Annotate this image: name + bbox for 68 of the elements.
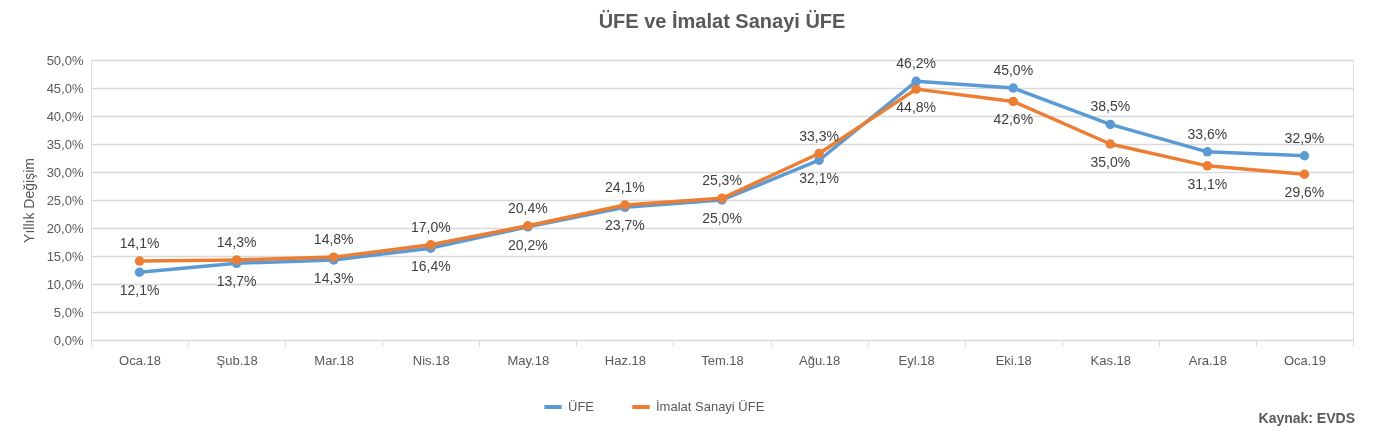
x-tick-label: Oca.19	[1284, 352, 1326, 368]
data-label: 12,1%	[119, 282, 160, 299]
data-label: 35,0%	[1090, 154, 1131, 170]
legend-label: ÜFE	[568, 399, 595, 414]
point	[814, 148, 824, 159]
x-tick-label: Oca.18	[119, 352, 161, 368]
data-label: 13,7%	[216, 273, 257, 290]
text: Kaynak: EVDS	[1258, 410, 1355, 426]
data-label: 23,7%	[605, 217, 645, 234]
data-label: 16,4%	[410, 258, 451, 275]
y-tick-label: 35,0%	[46, 136, 84, 152]
point	[1202, 147, 1213, 157]
point	[1008, 83, 1018, 93]
y-tick-label: 45,0%	[46, 80, 84, 96]
data-label: 38,5%	[1090, 98, 1131, 115]
data-label: 29,6%	[1284, 184, 1325, 201]
chart-title: ÜFE ve İmalat Sanayi ÜFE	[598, 10, 846, 32]
data-label: 14,3%	[313, 269, 354, 286]
data-label: 33,3%	[799, 127, 839, 144]
data-label: 45,0%	[993, 62, 1034, 78]
point	[134, 256, 145, 266]
point	[1105, 119, 1116, 130]
data-label: 46,2%	[896, 55, 937, 72]
data-label: 14,3%	[216, 233, 257, 250]
point	[1299, 151, 1310, 161]
y-tick-label: 5,0%	[53, 304, 84, 320]
y-tick-label: 30,0%	[46, 164, 84, 180]
point	[911, 76, 921, 87]
data-label: 20,4%	[507, 199, 548, 216]
x-tick-label: Nis.18	[412, 352, 450, 368]
x-tick-label: Kas.18	[1090, 352, 1132, 368]
y-tick-label: 10,0%	[46, 276, 84, 292]
data-label: 25,3%	[702, 172, 742, 189]
point	[1299, 169, 1310, 179]
data-label: 24,1%	[605, 179, 645, 196]
x-tick-label: Tem.18	[701, 352, 744, 368]
y-tick-label: 40,0%	[46, 108, 84, 124]
x-tick-label: Haz.18	[604, 352, 647, 368]
data-label: 31,1%	[1187, 175, 1228, 192]
x-tick-label: Eyl.18	[898, 352, 935, 368]
point	[1202, 161, 1213, 171]
y-tick-label: 25,0%	[46, 192, 84, 208]
point	[134, 267, 145, 277]
point	[1008, 96, 1018, 107]
point	[1105, 139, 1116, 149]
y-tick-label: 50,0%	[46, 52, 84, 68]
x-tick-label: Eki.18	[995, 352, 1032, 368]
x-tick-label: Ağu.18	[798, 352, 841, 368]
x-tick-label: Şub.18	[216, 352, 258, 368]
y-tick-label: 15,0%	[46, 248, 84, 264]
y-tick-label: 20,0%	[46, 220, 84, 236]
data-label: 17,0%	[410, 218, 451, 235]
y-axis-title: Yıllık Değişim	[20, 158, 37, 243]
data-label: 42,6%	[993, 111, 1034, 128]
x-tick-label: May.18	[507, 352, 550, 368]
point	[911, 84, 921, 94]
data-label: 25,0%	[702, 210, 742, 226]
data-label: 14,8%	[313, 231, 354, 248]
legend-label: İmalat Sanayi ÜFE	[656, 399, 765, 414]
data-label: 32,1%	[799, 170, 839, 187]
x-tick-label: Mar.18	[314, 352, 355, 368]
data-label: 44,8%	[896, 99, 937, 116]
data-label: 20,2%	[507, 236, 548, 253]
data-label: 33,6%	[1187, 125, 1228, 142]
data-label: 14,1%	[119, 235, 160, 252]
x-tick-label: Ara.18	[1188, 352, 1228, 368]
data-label: 32,9%	[1284, 129, 1325, 146]
y-tick-label: 0,0%	[53, 332, 84, 348]
